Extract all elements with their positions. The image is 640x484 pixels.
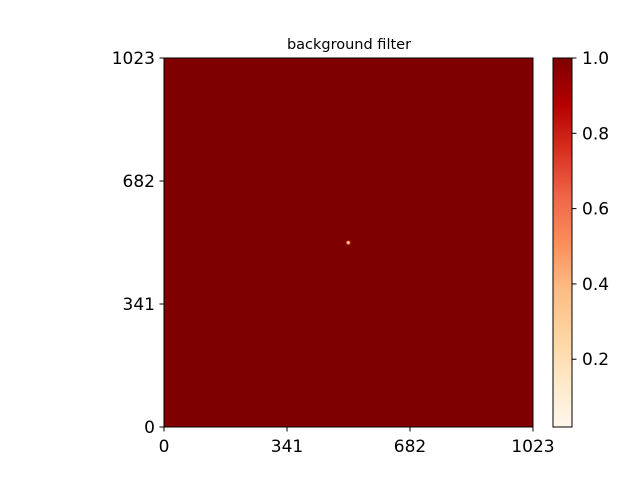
colorbar-tick-label: 0.4 — [582, 275, 609, 295]
x-tick-label: 0 — [159, 437, 170, 457]
colorbar-tick-label: 0.2 — [582, 350, 609, 370]
y-tick-label: 682 — [123, 172, 155, 192]
chart-title: background filter — [287, 37, 411, 53]
colorbar-tick-label: 1.0 — [582, 49, 609, 69]
colorbar — [553, 58, 572, 427]
x-axis: 0 341 682 1023 — [159, 427, 555, 457]
x-tick-label: 341 — [271, 437, 303, 457]
x-tick-label: 682 — [394, 437, 426, 457]
heatmap-center-spot — [345, 240, 351, 246]
plot-frame — [163, 57, 534, 428]
colorbar-axis: 0.2 0.4 0.6 0.8 1.0 — [572, 49, 609, 370]
x-tick-label: 1023 — [511, 437, 554, 457]
colorbar-frame — [552, 57, 573, 428]
y-tick-label: 0 — [144, 418, 155, 438]
y-tick-label: 1023 — [112, 49, 155, 69]
y-tick-label: 341 — [123, 295, 155, 315]
colorbar-tick-label: 0.6 — [582, 200, 609, 220]
colorbar-tick-label: 0.8 — [582, 124, 609, 144]
y-axis: 0 341 682 1023 — [112, 49, 164, 438]
